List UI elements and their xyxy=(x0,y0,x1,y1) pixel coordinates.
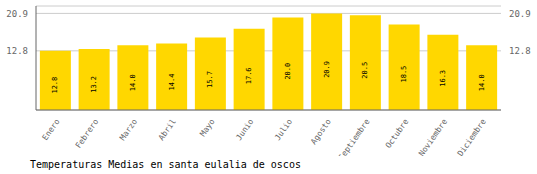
svg-text:Marzo: Marzo xyxy=(118,117,139,142)
svg-text:18.5: 18.5 xyxy=(400,66,408,83)
svg-text:12.8: 12.8 xyxy=(509,46,529,56)
svg-text:Julio: Julio xyxy=(273,117,294,142)
svg-text:20.0: 20.0 xyxy=(284,63,292,80)
svg-text:Abril: Abril xyxy=(157,117,178,142)
svg-text:14.0: 14.0 xyxy=(478,74,486,91)
svg-text:12.8: 12.8 xyxy=(8,46,28,56)
svg-text:Mayo: Mayo xyxy=(198,117,217,138)
svg-text:14.0: 14.0 xyxy=(129,74,137,91)
svg-text:Octubre: Octubre xyxy=(384,117,411,150)
svg-text:Enero: Enero xyxy=(40,117,61,142)
svg-text:Febrero: Febrero xyxy=(74,117,101,150)
svg-text:20.9: 20.9 xyxy=(323,61,331,78)
svg-text:Diciembre: Diciembre xyxy=(456,117,488,156)
svg-text:14.4: 14.4 xyxy=(168,74,176,91)
svg-text:17.6: 17.6 xyxy=(245,67,253,84)
svg-text:13.2: 13.2 xyxy=(90,76,98,93)
svg-text:16.3: 16.3 xyxy=(439,70,447,87)
svg-text:12.8: 12.8 xyxy=(51,77,59,94)
svg-text:15.7: 15.7 xyxy=(206,71,214,88)
svg-text:20.5: 20.5 xyxy=(361,62,369,79)
svg-text:20.9: 20.9 xyxy=(8,9,28,19)
svg-text:Septiembre: Septiembre xyxy=(337,117,372,156)
html-text:Temperaturas Medias en santa e: Temperaturas Medias en santa eulalia de … xyxy=(30,159,301,170)
svg-text:20.9: 20.9 xyxy=(509,9,529,19)
svg-text:Agosto: Agosto xyxy=(309,117,333,146)
svg-text:Noviembre: Noviembre xyxy=(417,117,449,156)
svg-text:Junio: Junio xyxy=(234,117,255,142)
